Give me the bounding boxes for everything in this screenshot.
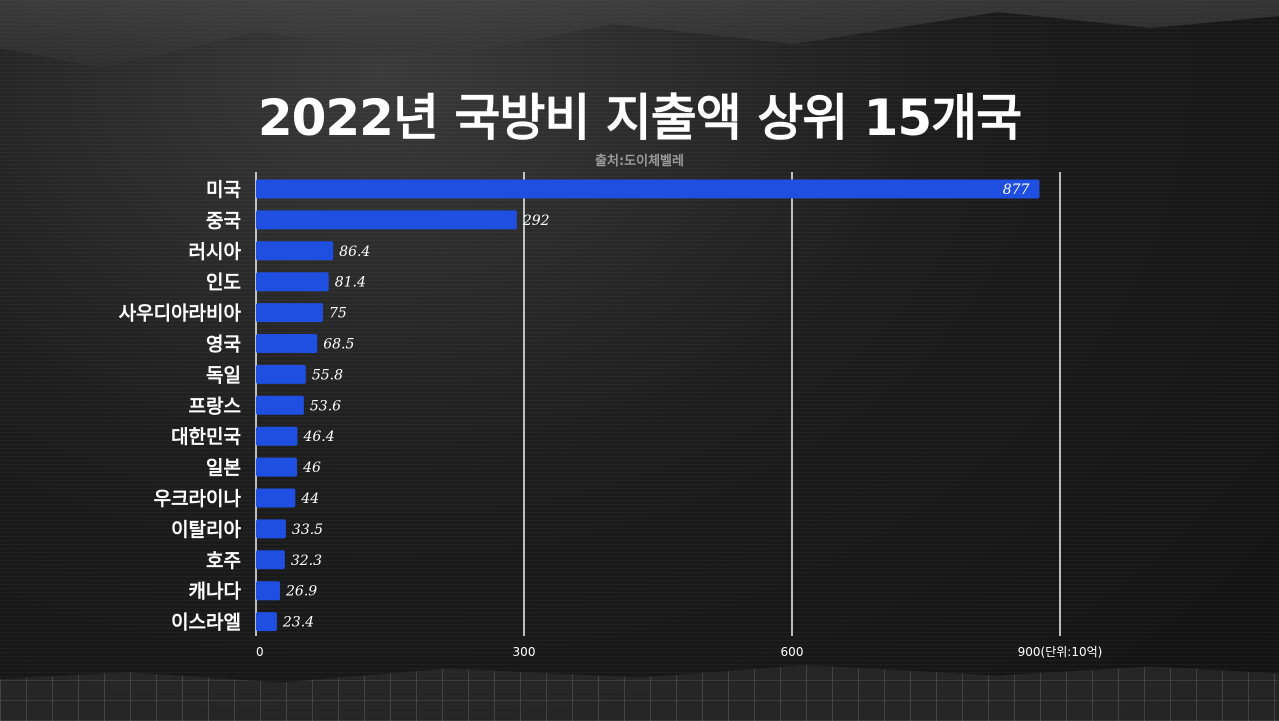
category-label: 이스라엘 (171, 612, 241, 634)
value-label: 86.4 (339, 244, 370, 260)
category-label: 호주 (206, 550, 241, 572)
chart-title: 2022년 국방비 지출액 상위 15개국 (257, 89, 1022, 147)
bar (256, 334, 318, 353)
category-label: 러시아 (189, 241, 242, 263)
category-label: 영국 (206, 334, 241, 356)
value-label: 26.9 (285, 584, 317, 600)
value-label: 68.5 (323, 337, 354, 353)
category-label: 우크라이나 (154, 488, 242, 510)
bar (256, 519, 286, 539)
labels: 0 300 600 900(단위:10억) 미국 877 중국 292 러시아 86.4 인도 81.… (119, 179, 1103, 659)
bar (256, 272, 329, 292)
value-label: 292 (522, 213, 550, 229)
category-label: 캐나다 (189, 581, 242, 603)
bar (256, 550, 285, 570)
value-label: 23.4 (282, 615, 314, 631)
bar (256, 395, 304, 415)
x-tick-label: 300 (513, 645, 536, 659)
bar (256, 303, 323, 323)
category-label: 일본 (206, 457, 241, 479)
bar (256, 612, 277, 632)
bar (256, 241, 334, 261)
grid-lines (255, 172, 1061, 636)
category-label: 사우디아라비아 (119, 303, 242, 325)
bar (256, 488, 296, 508)
value-label: 53.6 (310, 398, 341, 414)
bar (256, 210, 517, 230)
category-label: 중국 (206, 210, 241, 232)
chart-source: 출처:도이체벨레 (595, 154, 684, 169)
x-tick-label: 900(단위:10억) (1018, 645, 1103, 659)
category-label: 이탈리아 (171, 519, 241, 541)
category-label: 독일 (206, 364, 241, 386)
bar (256, 581, 281, 601)
bar (256, 179, 1040, 199)
x-tick-label: 0 (256, 645, 264, 659)
category-label: 대한민국 (171, 426, 241, 448)
bar (256, 457, 298, 477)
value-label: 75 (329, 306, 347, 322)
bar (256, 426, 298, 446)
bars (256, 179, 1040, 632)
value-label: 55.8 (312, 367, 343, 383)
x-tick-label: 600 (781, 645, 804, 659)
category-label: 미국 (206, 179, 241, 201)
value-label: 877 (1003, 182, 1030, 198)
value-label: 81.4 (335, 275, 366, 291)
value-label: 33.5 (292, 522, 323, 538)
category-label: 인도 (206, 272, 241, 294)
value-label: 46 (302, 460, 321, 476)
bar (256, 364, 306, 384)
value-label: 44 (300, 491, 319, 507)
category-label: 프랑스 (189, 395, 241, 417)
value-label: 46.4 (302, 429, 334, 445)
value-label: 32.3 (291, 553, 322, 569)
